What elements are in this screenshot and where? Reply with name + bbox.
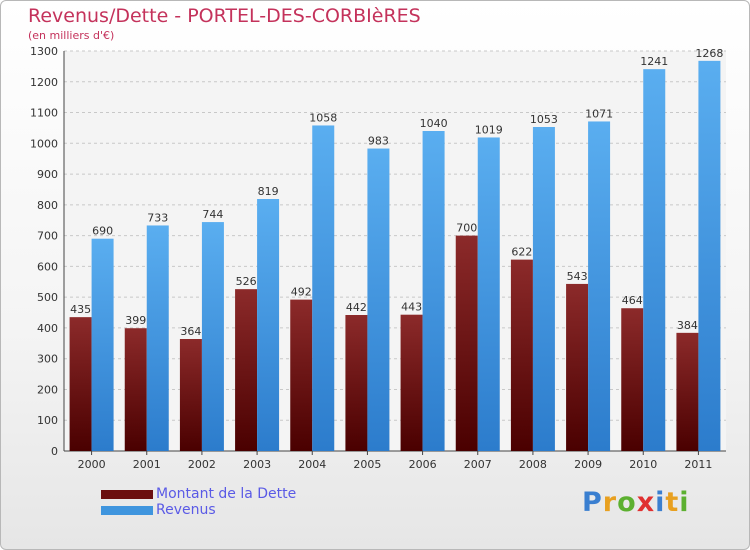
- x-tick-label: 2009: [574, 458, 602, 471]
- proxiti-logo: Proxiti: [582, 487, 690, 518]
- y-tick-label: 400: [37, 322, 58, 335]
- bar-revenus: [588, 121, 611, 451]
- bar-revenus: [146, 225, 169, 451]
- y-tick-label: 1100: [30, 107, 58, 120]
- data-label: 526: [236, 275, 257, 288]
- logo-letter: i: [679, 487, 690, 518]
- legend-swatch-revenus: [101, 506, 153, 515]
- logo-letter: t: [665, 487, 680, 518]
- logo-letter: i: [655, 487, 666, 518]
- data-label: 1040: [420, 117, 448, 130]
- x-tick-label: 2006: [409, 458, 437, 471]
- y-tick-label: 1200: [30, 76, 58, 89]
- data-label: 464: [622, 294, 643, 307]
- data-label: 819: [258, 185, 279, 198]
- bar-revenus: [312, 125, 335, 451]
- bar-revenus: [477, 137, 500, 451]
- data-label: 543: [567, 270, 588, 283]
- bar-dette: [345, 315, 368, 451]
- bar-revenus: [643, 69, 666, 452]
- y-tick-label: 700: [37, 230, 58, 243]
- x-tick-label: 2011: [684, 458, 712, 471]
- bar-revenus: [422, 131, 445, 451]
- bar-revenus: [257, 199, 280, 451]
- plot-area: [64, 51, 726, 451]
- bar-dette: [69, 317, 92, 451]
- bar-dette: [290, 299, 313, 451]
- x-tick-label: 2008: [519, 458, 547, 471]
- data-label: 442: [346, 301, 367, 314]
- y-tick-label: 300: [37, 353, 58, 366]
- bar-dette: [510, 259, 533, 451]
- bar-revenus: [532, 127, 555, 451]
- y-tick-label: 200: [37, 383, 58, 396]
- bar-revenus: [201, 222, 224, 451]
- data-label: 435: [70, 303, 91, 316]
- y-tick-label: 100: [37, 414, 58, 427]
- chart-subtitle: (en milliers d'€): [28, 29, 115, 42]
- bar-revenus: [91, 238, 114, 451]
- data-label: 983: [368, 135, 389, 148]
- bar-dette: [179, 339, 202, 451]
- bar-dette: [566, 283, 589, 451]
- logo-letter: r: [602, 487, 618, 518]
- data-label: 492: [291, 286, 312, 299]
- data-label: 364: [180, 325, 201, 338]
- legend-label-revenus: Revenus: [156, 502, 216, 518]
- legend-swatch-dette: [101, 490, 153, 499]
- logo-letter: x: [636, 487, 656, 518]
- x-tick-label: 2003: [243, 458, 271, 471]
- bar-dette: [235, 289, 258, 451]
- data-label: 1071: [585, 107, 613, 120]
- x-tick-label: 2000: [78, 458, 106, 471]
- x-tick-label: 2001: [133, 458, 161, 471]
- data-label: 1053: [530, 113, 558, 126]
- data-label: 700: [456, 222, 477, 235]
- data-label: 733: [147, 211, 168, 224]
- bar-dette: [676, 332, 699, 451]
- bar-revenus: [367, 148, 390, 452]
- data-label: 1268: [695, 47, 723, 60]
- x-tick-label: 2004: [298, 458, 326, 471]
- y-tick-label: 600: [37, 260, 58, 273]
- data-label: 744: [202, 208, 223, 221]
- y-tick-label: 0: [51, 445, 58, 458]
- data-label: 622: [511, 246, 532, 259]
- x-tick-label: 2007: [464, 458, 492, 471]
- bar-dette: [400, 314, 423, 451]
- bar-revenus: [698, 60, 721, 451]
- legend-label-dette: Montant de la Dette: [156, 486, 297, 502]
- bar-dette: [124, 328, 147, 451]
- bar-dette: [621, 308, 644, 451]
- y-tick-label: 800: [37, 199, 58, 212]
- data-label: 384: [677, 319, 698, 332]
- x-tick-label: 2010: [629, 458, 657, 471]
- logo-letter: P: [582, 487, 603, 518]
- chart-title: Revenus/Dette - PORTEL-DES-CORBIèRES: [28, 5, 421, 27]
- data-label: 399: [125, 314, 146, 327]
- x-tick-label: 2005: [353, 458, 381, 471]
- bar-dette: [455, 235, 478, 451]
- data-label: 1019: [475, 123, 503, 136]
- data-label: 690: [92, 225, 113, 238]
- y-tick-label: 900: [37, 168, 58, 181]
- x-tick-label: 2002: [188, 458, 216, 471]
- y-tick-label: 500: [37, 291, 58, 304]
- data-label: 1058: [309, 111, 337, 124]
- y-tick-label: 1300: [30, 45, 58, 58]
- data-label: 443: [401, 301, 422, 314]
- logo-letter: o: [617, 487, 637, 518]
- y-tick-label: 1000: [30, 137, 58, 150]
- data-label: 1241: [640, 55, 668, 68]
